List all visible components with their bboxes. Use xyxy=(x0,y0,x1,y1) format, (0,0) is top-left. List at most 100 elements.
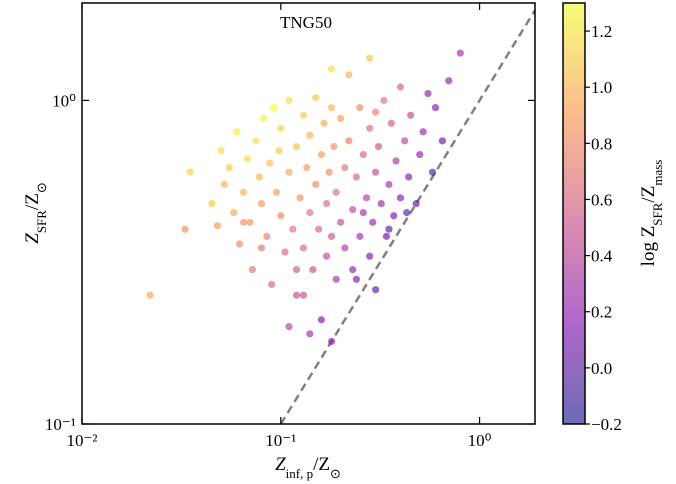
data-point xyxy=(323,252,331,260)
data-point xyxy=(385,180,393,189)
data-point xyxy=(252,137,260,145)
data-point xyxy=(366,54,374,62)
x-label-sub: ⊙ xyxy=(330,466,341,481)
data-point xyxy=(248,266,257,274)
data-point xyxy=(320,119,328,127)
data-point xyxy=(356,104,364,112)
data-point xyxy=(377,199,385,208)
data-point xyxy=(289,225,297,233)
colorbar-tick-label: −0.2 xyxy=(591,415,622,434)
data-point xyxy=(268,280,276,289)
data-point xyxy=(382,232,391,240)
data-point xyxy=(396,194,405,202)
data-point xyxy=(246,218,254,226)
data-point xyxy=(281,248,289,256)
data-point xyxy=(352,275,360,283)
data-point xyxy=(424,89,432,98)
colorbar-tick-label: 1.2 xyxy=(591,22,612,41)
data-point xyxy=(337,218,345,226)
data-point xyxy=(240,188,248,196)
data-point xyxy=(213,222,222,230)
data-point xyxy=(263,232,271,240)
data-point xyxy=(292,291,301,299)
data-point xyxy=(372,108,380,116)
data-point xyxy=(327,65,336,73)
data-point xyxy=(341,163,349,172)
plot-frame xyxy=(81,2,536,425)
data-point xyxy=(352,173,360,181)
data-point xyxy=(146,291,154,299)
data-point xyxy=(233,128,241,136)
data-point xyxy=(292,266,301,274)
data-point xyxy=(255,173,263,181)
data-point xyxy=(272,188,280,196)
data-point xyxy=(405,173,413,181)
data-point xyxy=(306,330,314,338)
data-point xyxy=(366,252,374,260)
data-point xyxy=(275,146,283,155)
data-point xyxy=(317,151,325,159)
one-to-one-line xyxy=(279,9,537,425)
x-axis-label: Zinf, p/Z⊙ xyxy=(275,454,341,481)
data-point xyxy=(285,168,293,176)
data-point xyxy=(412,199,420,208)
x-label-part: Z xyxy=(275,454,286,475)
cb-label-part: log Z xyxy=(638,226,659,267)
data-point xyxy=(372,286,380,294)
data-point xyxy=(359,209,367,217)
data-point xyxy=(380,96,388,105)
data-point xyxy=(277,124,285,132)
data-point xyxy=(356,232,364,240)
data-point xyxy=(306,131,314,139)
data-point xyxy=(312,94,320,102)
data-point xyxy=(445,77,453,85)
colorbar-tick-label: 1.0 xyxy=(591,78,612,97)
data-point xyxy=(390,212,398,220)
data-point xyxy=(257,244,266,252)
colorbar-tick-label: 0.6 xyxy=(591,190,612,209)
data-point xyxy=(306,209,314,217)
colorbar-tick-label: 0.4 xyxy=(591,247,613,266)
data-point xyxy=(260,114,268,122)
data-point xyxy=(401,137,409,145)
data-point xyxy=(243,155,252,163)
data-point xyxy=(327,232,336,240)
data-point xyxy=(345,137,353,145)
data-point xyxy=(359,151,367,159)
data-point xyxy=(403,209,411,217)
data-point xyxy=(208,199,216,208)
data-point xyxy=(330,142,338,151)
data-point xyxy=(303,163,311,172)
data-point xyxy=(431,104,440,112)
colorbar-tick-label: 0.8 xyxy=(591,134,612,153)
data-point xyxy=(220,180,228,189)
data-point xyxy=(416,151,424,159)
y-tick-label: 10⁻¹ xyxy=(45,415,76,434)
data-point xyxy=(349,205,357,214)
y-axis-label: ZSFR/Z⊙ xyxy=(22,182,49,244)
data-point xyxy=(323,199,331,208)
x-tick-label: 10⁻² xyxy=(66,431,97,450)
data-point xyxy=(392,157,400,165)
data-point xyxy=(369,218,377,226)
data-point xyxy=(387,119,395,127)
data-point xyxy=(337,114,345,122)
y-label-sub: SFR xyxy=(34,210,49,233)
data-point xyxy=(332,188,340,196)
data-point xyxy=(407,111,415,119)
data-point xyxy=(317,316,325,324)
data-point xyxy=(456,49,464,57)
data-point xyxy=(345,71,353,79)
data-point xyxy=(296,194,304,202)
data-point xyxy=(269,104,278,112)
data-point xyxy=(362,194,371,202)
y-label-part: /Z xyxy=(22,193,43,210)
data-point xyxy=(325,168,333,176)
data-point xyxy=(366,124,374,132)
data-point xyxy=(257,199,266,208)
colorbar-label: log ZSFR/Zmass xyxy=(638,160,665,267)
data-point xyxy=(327,104,336,112)
data-point xyxy=(309,266,317,274)
cb-label-sub: mass xyxy=(650,160,665,186)
data-point xyxy=(217,146,225,155)
